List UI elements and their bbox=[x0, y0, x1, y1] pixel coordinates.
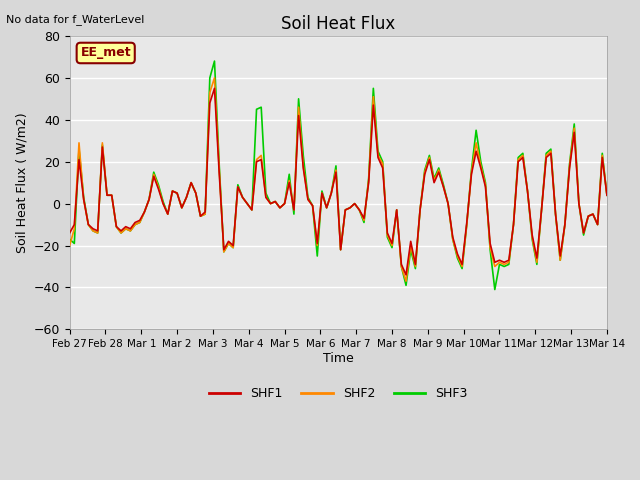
Text: EE_met: EE_met bbox=[81, 47, 131, 60]
Legend: SHF1, SHF2, SHF3: SHF1, SHF2, SHF3 bbox=[204, 382, 472, 405]
Title: Soil Heat Flux: Soil Heat Flux bbox=[281, 15, 396, 33]
Y-axis label: Soil Heat Flux ( W/m2): Soil Heat Flux ( W/m2) bbox=[15, 112, 28, 253]
Text: No data for f_WaterLevel: No data for f_WaterLevel bbox=[6, 14, 145, 25]
X-axis label: Time: Time bbox=[323, 352, 354, 365]
